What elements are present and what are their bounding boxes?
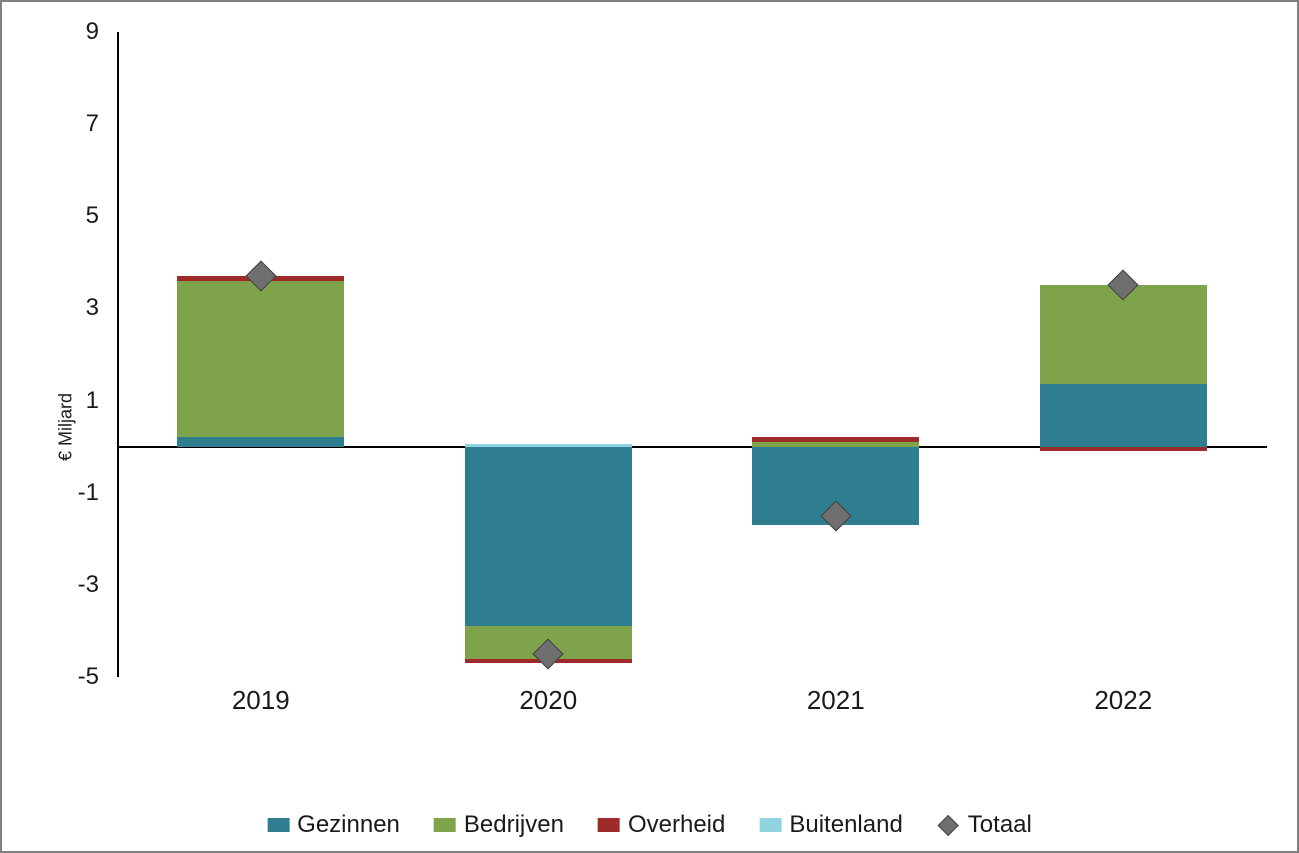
legend-swatch-overheid [598,818,620,832]
y-axis-line [117,32,119,677]
legend-label-buitenland: Buitenland [789,811,902,839]
chart-container: € Miljard 2019202020212022 Gezinnen Bedr… [0,0,1299,853]
legend-diamond-totaal [938,814,959,835]
legend-item-buitenland: Buitenland [759,811,902,839]
legend-swatch-bedrijven [434,818,456,832]
y-tick-label: 7 [69,110,99,138]
y-tick-label: -1 [69,479,99,507]
legend-item-bedrijven: Bedrijven [434,811,564,839]
x-tick-label: 2019 [232,685,290,716]
legend-label-bedrijven: Bedrijven [464,811,564,839]
bar-segment [752,437,919,442]
legend-item-gezinnen: Gezinnen [267,811,400,839]
y-tick-label: -5 [69,663,99,691]
bar-segment [465,444,632,446]
legend-label-gezinnen: Gezinnen [297,811,400,839]
x-tick-label: 2021 [807,685,865,716]
y-tick-label: 9 [69,18,99,46]
legend-item-totaal: Totaal [937,811,1032,839]
legend: Gezinnen Bedrijven Overheid Buitenland T… [267,811,1032,839]
legend-swatch-gezinnen [267,818,289,832]
x-tick-label: 2020 [519,685,577,716]
y-tick-label: 1 [69,387,99,415]
bar-segment [1040,447,1207,452]
bar-segment [177,281,344,438]
bar-segment [177,437,344,446]
legend-label-overheid: Overheid [628,811,725,839]
y-tick-label: 5 [69,202,99,230]
plot-area: 2019 2020 2021 2022 [117,32,1267,752]
legend-label-totaal: Totaal [968,811,1032,839]
legend-item-overheid: Overheid [598,811,725,839]
y-tick-label: 3 [69,294,99,322]
y-tick-label: -3 [69,571,99,599]
x-tick-label: 2022 [1094,685,1152,716]
bar-segment [752,442,919,447]
legend-swatch-buitenland [759,818,781,832]
bar-segment [465,447,632,627]
bar-segment [1040,384,1207,446]
